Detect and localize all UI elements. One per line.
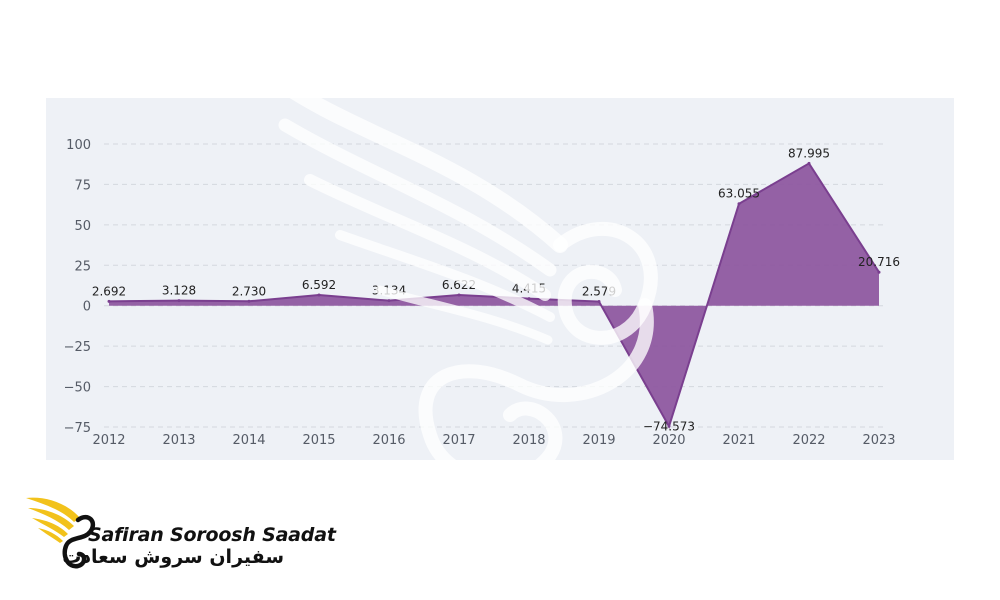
x-tick-label: 2013 [162,433,195,448]
data-point [877,270,881,274]
data-label: 4.415 [512,282,546,296]
data-point [387,299,391,303]
brand-name-latin: Safiran Soroosh Saadat [88,524,336,546]
data-label: −74.573 [643,419,695,433]
x-tick-label: 2023 [862,433,895,448]
data-point [457,293,461,297]
y-tick-label: 100 [66,138,91,153]
series-area [109,163,879,427]
data-label: 6.592 [302,278,336,292]
x-tick-label: 2018 [512,433,545,448]
y-tick-label: 75 [74,178,91,193]
data-point [107,299,111,303]
data-label: 3.128 [162,284,196,298]
chart-panel: 100 75 50 25 0 −25 −50 −75 2012 2013 2014 2015 2016 2… [46,98,954,460]
brand-name-persian: سفیران سروش سعادت [62,546,284,568]
y-tick-label: −50 [64,381,91,396]
data-label: 87.995 [788,146,830,160]
data-point [737,202,741,206]
x-tick-label: 2015 [302,433,335,448]
data-point [247,299,251,303]
y-tick-label: 50 [74,219,91,234]
y-tick-label: 25 [74,259,91,274]
y-tick-label: −25 [64,340,91,355]
data-point [667,424,671,428]
x-tick-label: 2012 [92,433,125,448]
data-point [597,300,601,304]
x-tick-label: 2017 [442,433,475,448]
brand-logo: Safiran Soroosh Saadat سفیران سروش سعادت [22,490,336,580]
x-tick-label: 2014 [232,433,265,448]
x-tick-label: 2016 [372,433,405,448]
x-tick-label: 2020 [652,433,685,448]
data-label: 2.692 [92,284,126,298]
data-label: 2.730 [232,284,266,298]
x-tick-label: 2022 [792,433,825,448]
data-label: 20.716 [858,255,900,269]
data-point [807,161,811,165]
y-tick-label: −75 [64,421,91,436]
data-label: 63.055 [718,187,760,201]
y-tick-label: 0 [83,300,91,315]
data-label: 6.622 [442,278,476,292]
data-label: 3.134 [372,284,406,298]
x-tick-label: 2021 [722,433,755,448]
winged-s-logo-icon [26,497,96,569]
data-point [317,293,321,297]
x-tick-label: 2019 [582,433,615,448]
data-label: 2.579 [582,285,616,299]
data-point [527,297,531,301]
data-point [177,299,181,303]
